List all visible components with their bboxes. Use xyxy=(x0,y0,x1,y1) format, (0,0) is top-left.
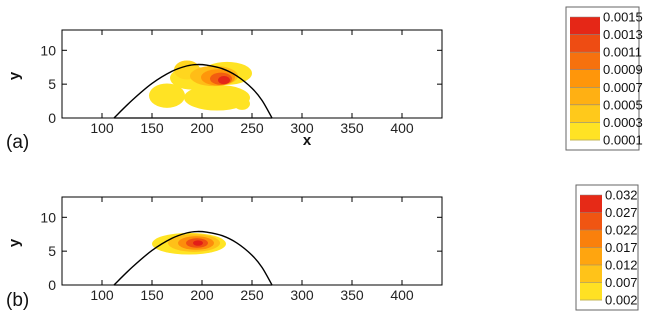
y-tick-label-a-0: 0 xyxy=(48,110,56,126)
colorbar-swatch-b-4 xyxy=(580,265,602,283)
y-tick-label-b-1: 5 xyxy=(48,243,56,259)
x-ticks-a: 100 150 200 250 300 350 400 xyxy=(90,30,414,136)
colorbar-swatch-b-0 xyxy=(580,195,602,213)
colorbar-swatch-b-2 xyxy=(580,230,602,248)
y-ticks-a: 0 5 10 xyxy=(40,42,442,126)
panel-label-b: (b) xyxy=(6,290,29,311)
y-axis-label-a: y xyxy=(6,71,23,80)
x-tick-label-b-4: 300 xyxy=(290,287,314,303)
x-tick-label-b-2: 200 xyxy=(190,287,214,303)
colorbar-swatch-a-6 xyxy=(570,122,600,140)
x-tick-label-a-1: 150 xyxy=(140,120,164,136)
x-tick-label-a-6: 400 xyxy=(390,120,414,136)
contour-region-a-9 xyxy=(218,76,230,84)
colorbar-swatch-a-3 xyxy=(570,70,600,88)
colorbar-label-b-3: 0.017 xyxy=(605,240,638,255)
colorbar-label-b-4: 0.012 xyxy=(605,258,638,273)
colorbar-swatch-b-3 xyxy=(580,248,602,266)
x-tick-label-a-2: 200 xyxy=(190,120,214,136)
colorbar-swatch-a-2 xyxy=(570,52,600,70)
colorbar-label-b-6: 0.002 xyxy=(605,293,638,308)
contour-region-a-2 xyxy=(234,98,250,110)
panel-b: 100 150 200 250 300 350 400 0 5 10 y (b) xyxy=(6,197,442,311)
x-tick-label-a-0: 100 xyxy=(90,120,114,136)
x-tick-label-b-0: 100 xyxy=(90,287,114,303)
y-tick-label-b-2: 10 xyxy=(40,209,56,225)
colorbar-swatch-a-0 xyxy=(570,17,600,35)
colorbar-label-a-4: 0.0007 xyxy=(603,80,643,95)
colorbar-label-a-7: 0.0001 xyxy=(603,133,643,148)
panel-label-a: (a) xyxy=(6,132,29,153)
plot-frame-a xyxy=(62,30,442,118)
x-tick-label-a-3: 250 xyxy=(240,120,264,136)
colorbar-label-a-0: 0.0015 xyxy=(603,10,643,25)
colorbar-label-b-5: 0.007 xyxy=(605,275,638,290)
contour-region-b-4 xyxy=(193,240,203,245)
colorbar-swatch-a-5 xyxy=(570,105,600,123)
colorbar-label-a-1: 0.0013 xyxy=(603,27,643,42)
y-tick-label-a-1: 5 xyxy=(48,76,56,92)
x-ticks-b: 100 150 200 250 300 350 400 xyxy=(90,197,414,303)
x-axis-label-a: x xyxy=(303,132,312,149)
y-tick-label-a-2: 10 xyxy=(40,42,56,58)
colorbar-a: 0.0015 0.0013 0.0011 0.0009 0.0007 0.0005 0.00… xyxy=(566,7,643,150)
colorbar-label-a-2: 0.0011 xyxy=(603,45,642,60)
colorbar-swatch-b-5 xyxy=(580,283,602,301)
x-tick-label-b-6: 400 xyxy=(390,287,414,303)
x-tick-label-b-5: 350 xyxy=(340,287,364,303)
colorbar-label-b-2: 0.022 xyxy=(605,223,638,238)
plot-frame-b xyxy=(62,197,442,285)
colorbar-swatch-b-1 xyxy=(580,213,602,231)
x-tick-label-a-5: 350 xyxy=(340,120,364,136)
colorbar-label-a-3: 0.0009 xyxy=(603,62,643,77)
y-tick-label-b-0: 0 xyxy=(48,277,56,293)
colorbar-b: 0.032 0.027 0.022 0.017 0.012 0.007 0.002 xyxy=(576,185,638,310)
y-ticks-b: 0 5 10 xyxy=(40,209,442,293)
colorbar-swatch-a-1 xyxy=(570,35,600,53)
colorbar-label-b-1: 0.027 xyxy=(605,205,638,220)
x-tick-label-b-1: 150 xyxy=(140,287,164,303)
colorbar-label-a-6: 0.0003 xyxy=(603,115,643,130)
x-tick-label-b-3: 250 xyxy=(240,287,264,303)
colorbar-swatch-a-4 xyxy=(570,87,600,105)
y-axis-label-b: y xyxy=(6,238,23,247)
colorbar-label-b-0: 0.032 xyxy=(605,188,638,203)
colorbar-label-a-5: 0.0005 xyxy=(603,97,643,112)
contour-fill-a xyxy=(149,60,252,110)
